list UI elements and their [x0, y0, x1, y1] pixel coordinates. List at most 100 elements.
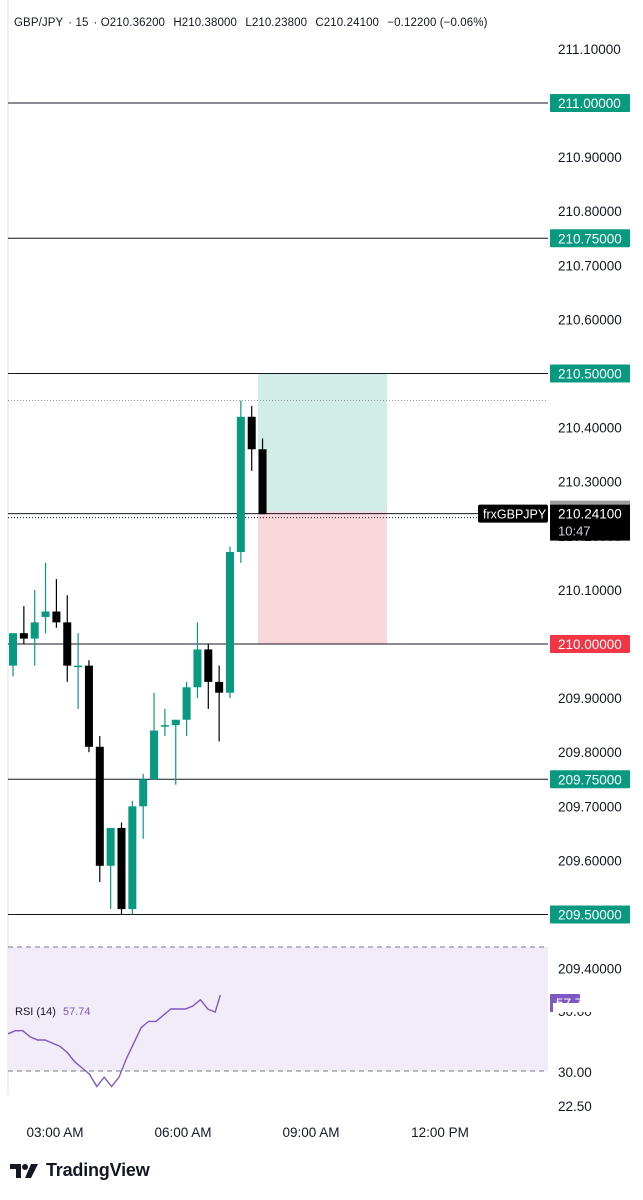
price-tick-label: 209.90000: [558, 691, 622, 706]
candle: [84, 660, 93, 753]
price-tick-label: 210.10000: [558, 583, 622, 598]
symbol-tag: [478, 504, 548, 523]
candle-body: [19, 633, 28, 639]
price-tick-label: 210.90000: [558, 150, 622, 165]
candle-body: [215, 681, 224, 693]
candle-body: [204, 649, 213, 682]
price-tick-label: 210.80000: [558, 204, 622, 219]
price-tick-label: 209.40000: [558, 962, 622, 977]
tradingview-logo-icon: [10, 1163, 38, 1178]
time-tick-label: 09:00 AM: [282, 1125, 339, 1140]
ohlc-header: GBP/JPY · 15 · O210.36200 H210.38000 L210.…: [14, 17, 488, 29]
price-tick-label: 210.40000: [558, 421, 622, 436]
candle: [128, 800, 137, 915]
candle-body: [236, 416, 245, 553]
candle-body: [52, 611, 61, 623]
price-tick-label: 211.10000: [558, 42, 621, 57]
tradingview-wordmark: TradingView: [46, 1160, 150, 1180]
symbol-tag-text: frxGBPJPY: [483, 508, 547, 522]
candle: [74, 633, 83, 709]
price-tick-label: 210.30000: [558, 475, 622, 490]
candle: [9, 633, 17, 677]
level-label-box: [550, 94, 630, 112]
rsi-tick-label: 22.50: [558, 1099, 592, 1114]
change-value: −0.12200 (−0.06%): [387, 17, 488, 29]
candle: [139, 773, 148, 839]
level-label-text: 209.75000: [558, 772, 622, 787]
price-tick-label: 210.60000: [558, 312, 622, 327]
candle-body: [193, 649, 202, 688]
candle: [19, 606, 28, 644]
candle: [150, 692, 159, 780]
open-value: O210.36200: [100, 17, 166, 29]
candle-body: [30, 622, 39, 639]
candle-body: [182, 687, 191, 720]
time-tick-label: 03:00 AM: [26, 1125, 83, 1140]
candle: [106, 827, 115, 910]
candle: [247, 405, 256, 471]
stop-loss-zone: [258, 511, 387, 644]
candle-body: [171, 719, 180, 726]
candle-body: [160, 725, 169, 727]
candle: [160, 708, 169, 736]
candle-body: [63, 622, 72, 666]
time-tick-label: 12:00 PM: [411, 1125, 469, 1140]
price-tick-label: 209.70000: [558, 799, 622, 814]
time-tick-label: 06:00 AM: [154, 1125, 211, 1140]
candle: [193, 622, 202, 699]
candle: [226, 546, 234, 699]
take-profit-zone: [258, 373, 387, 512]
rsi-label: RSI (14): [15, 1006, 56, 1018]
high-value: H210.38000: [173, 17, 238, 29]
price-tick-label: 209.80000: [558, 745, 622, 760]
candle: [258, 438, 267, 515]
rsi-band: [8, 947, 548, 1071]
price-tick-label: 210.70000: [558, 258, 622, 273]
candle-body: [258, 449, 267, 515]
candle: [30, 589, 39, 666]
candle-body: [74, 665, 83, 668]
close-value: C210.24100: [315, 17, 380, 29]
price-tick-label: 209.60000: [558, 853, 622, 868]
candle-body: [139, 779, 148, 807]
rsi-tick-mask: [553, 1003, 603, 1012]
candle-body: [128, 806, 137, 910]
candle-body: [117, 827, 126, 910]
candle-body: [9, 633, 17, 666]
level-label-box: [550, 635, 630, 653]
level-label-text: 209.50000: [558, 908, 622, 923]
level-label-box: [550, 905, 630, 924]
level-label-text: 211.00000: [558, 96, 621, 111]
level-label-text: 210.50000: [558, 367, 622, 382]
tradingview-logo: TradingView: [10, 1160, 150, 1181]
level-label-box: [550, 770, 630, 789]
level-label-box: [550, 229, 630, 248]
candle: [182, 681, 191, 736]
rsi-tick-label: 30.00: [558, 1065, 592, 1080]
candle: [215, 665, 224, 742]
price-tag-top: [550, 500, 630, 505]
symbol-label[interactable]: GBP/JPY: [14, 17, 64, 29]
candle: [204, 644, 213, 709]
candle: [52, 579, 61, 628]
candle: [171, 719, 180, 785]
candle-body: [41, 611, 50, 617]
candle: [41, 562, 50, 634]
candle-body: [95, 746, 104, 866]
candle-body: [150, 730, 159, 780]
rsi-legend-value: 57.74: [63, 1006, 91, 1018]
low-value: L210.23800: [245, 17, 308, 29]
candle: [63, 595, 72, 682]
candle-body: [106, 827, 115, 866]
countdown-text: 10:47: [558, 524, 591, 539]
rsi-value-text-front: 57.74: [556, 996, 590, 1011]
price-tag: [550, 504, 630, 541]
candle: [117, 822, 126, 915]
level-label-box: [550, 364, 630, 383]
level-label-text: 210.00000: [558, 637, 622, 652]
candle-body: [247, 416, 256, 450]
level-label-text: 210.75000: [558, 231, 622, 246]
candle: [236, 400, 245, 563]
interval-label[interactable]: 15: [75, 17, 89, 29]
